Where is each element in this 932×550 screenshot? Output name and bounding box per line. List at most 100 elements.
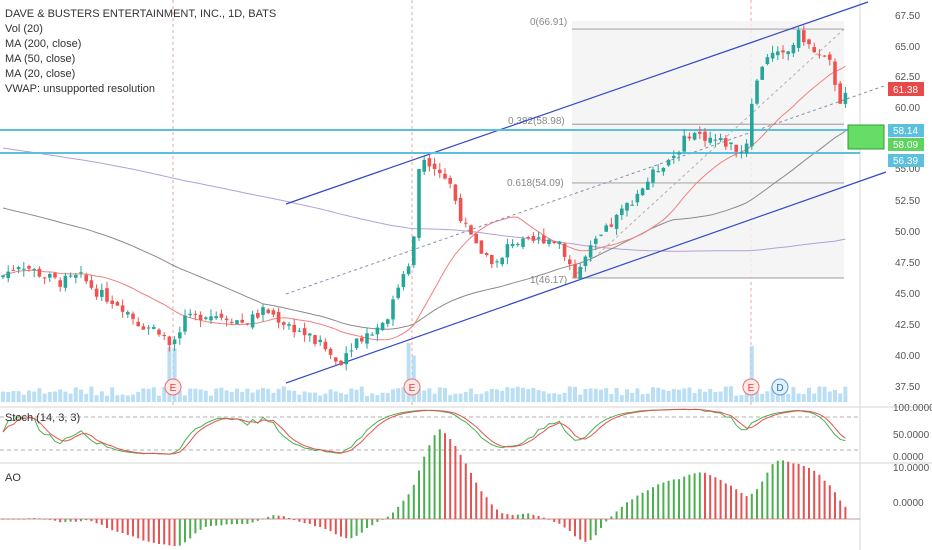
candle-body [16, 267, 21, 270]
candle-body [817, 54, 822, 56]
earnings-badge[interactable]: E [403, 378, 421, 396]
volume-bar [224, 390, 229, 402]
ao-bar [797, 463, 800, 519]
ao-bar [298, 519, 301, 522]
ao-bar [449, 438, 452, 519]
trend-channel-upper[interactable] [285, 1, 869, 205]
candle-body [334, 357, 338, 362]
ao-bar [683, 476, 686, 519]
volume-bar [375, 395, 380, 402]
earnings-badge[interactable]: E [164, 378, 182, 396]
candle-body [360, 337, 364, 342]
indicator-ma50[interactable]: MA (50, close) [5, 53, 76, 65]
candle-body [630, 204, 634, 206]
ao-bar [314, 519, 316, 527]
volume-bar [708, 388, 713, 402]
candle-body [79, 272, 83, 274]
candle-body [672, 155, 676, 159]
ao-bar [168, 519, 171, 546]
volume-bar [385, 392, 390, 402]
ao-bar [823, 480, 826, 519]
volume-bar [718, 391, 723, 402]
volume-bar [531, 387, 536, 402]
volume-bar [765, 391, 770, 402]
volume-bar [11, 391, 16, 402]
candle-body [178, 332, 182, 339]
chart-legend: DAVE & BUSTERS ENTERTAINMENT, INC., 1D, … [5, 7, 276, 97]
volume-bar [188, 388, 193, 402]
volume-bar [567, 386, 572, 402]
ao-bar [724, 483, 727, 519]
candle-body [68, 275, 73, 277]
candle-body [219, 313, 224, 318]
volume-bars [1, 343, 848, 402]
price-tick: 62.50 [895, 72, 920, 83]
ao-bar [272, 515, 275, 519]
ao-bar [568, 519, 571, 532]
ao-bar [54, 519, 56, 521]
ao-bar [418, 470, 420, 519]
volume-bar [739, 395, 744, 402]
volume-bar [391, 389, 395, 402]
ao-bar [366, 519, 368, 529]
volume-bar [292, 390, 297, 402]
volume-bar [47, 391, 52, 402]
ao-bar [704, 472, 706, 519]
volume-bar [396, 388, 401, 402]
volume-bar [79, 389, 83, 402]
price-tick: 42.50 [895, 320, 920, 331]
indicator-volume[interactable]: Vol (20) [5, 23, 43, 35]
volume-bar [16, 391, 21, 402]
ao-bar [59, 519, 62, 523]
ao-bar [100, 519, 103, 525]
volume-bar [167, 347, 172, 402]
stoch-d-line [2, 408, 846, 455]
volume-bar [510, 388, 515, 402]
volume-bar [63, 391, 68, 402]
candle-body [32, 269, 36, 271]
ao-bar [277, 515, 280, 519]
candle-body [469, 225, 473, 235]
candle-body [261, 307, 265, 315]
indicator-ma20[interactable]: MA (20, close) [5, 68, 76, 80]
ao-bar [106, 519, 108, 528]
level-price-tag: 56.39 [888, 154, 924, 167]
volume-bar [557, 394, 562, 402]
indicator-vwap[interactable]: VWAP: unsupported resolution [5, 83, 156, 95]
candle-body [380, 322, 385, 331]
volume-bar [89, 386, 94, 402]
svg-text:E: E [409, 383, 416, 394]
target-zone-box[interactable] [847, 124, 885, 150]
volume-bar [552, 393, 557, 402]
candle-body [620, 208, 624, 216]
earnings-badge[interactable]: E [742, 378, 760, 396]
ao-pane-label[interactable]: AO [5, 472, 21, 484]
dividend-badge[interactable]: D [771, 378, 789, 396]
ao-bar [464, 463, 467, 519]
trend-channel-lower[interactable] [285, 171, 887, 384]
price-tick: 40.00 [895, 351, 920, 362]
volume-bar [198, 389, 203, 402]
ao-bar [459, 454, 462, 519]
volume-bar [671, 389, 676, 402]
volume-bar [474, 394, 479, 402]
candle-body [287, 324, 291, 326]
volume-bar [339, 392, 343, 402]
ao-bar [532, 514, 535, 519]
ao-bar [251, 519, 254, 523]
ao-bar [688, 474, 691, 519]
volume-bar [822, 386, 827, 402]
candle-body [583, 256, 588, 266]
stoch-pane-label[interactable]: Stoch (14, 3, 3) [5, 412, 81, 424]
volume-bar [547, 393, 551, 402]
candle-body [6, 271, 10, 279]
candle-body [344, 353, 348, 365]
ao-bar [360, 519, 363, 533]
ao-bar [662, 482, 665, 519]
ao-bar [818, 474, 821, 519]
indicator-ma200[interactable]: MA (200, close) [5, 38, 82, 50]
ao-bar [126, 519, 129, 536]
candle-body [807, 39, 811, 45]
symbol-title[interactable]: DAVE & BUSTERS ENTERTAINMENT, INC., 1D, … [5, 8, 277, 20]
